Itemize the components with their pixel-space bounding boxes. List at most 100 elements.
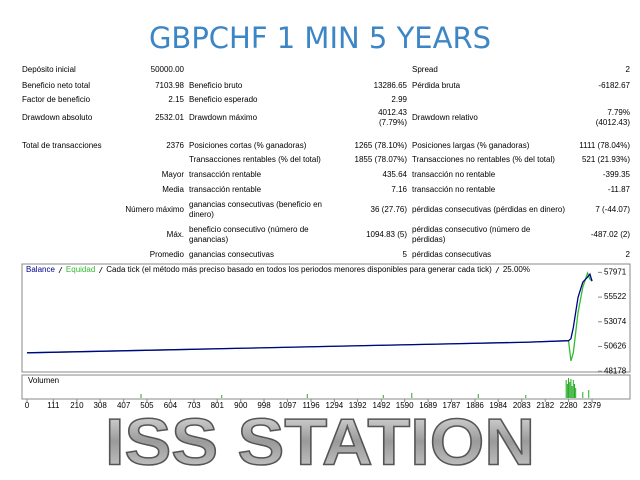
table-cell: 36 (27.76) — [371, 205, 408, 214]
table-cell: 1094.83 (5) — [366, 230, 407, 239]
table-cell: Beneficio neto total — [22, 81, 90, 90]
x-tick-label: 1492 — [372, 401, 390, 410]
x-tick-label: 1787 — [443, 401, 461, 410]
x-tick-label: 2280 — [560, 401, 578, 410]
table-cell: 2.99 — [391, 95, 407, 104]
table-cell: (7.79%) — [379, 118, 407, 127]
table-cell: 435.64 — [383, 170, 408, 179]
chart-frame — [21, 263, 631, 373]
x-tick-label: 900 — [234, 401, 248, 410]
volume-frame — [21, 374, 631, 400]
table-cell: -11.87 — [608, 185, 631, 194]
table-cell: Transacciones rentables (% del total) — [189, 155, 321, 164]
x-tick-label: 998 — [257, 401, 271, 410]
table-cell: 1265 (78.10%) — [355, 141, 408, 150]
x-tick-label: 801 — [211, 401, 225, 410]
table-cell: Media — [162, 185, 184, 194]
y-tick-label: 48178 — [604, 366, 627, 375]
x-tick-label: 0 — [25, 401, 30, 410]
x-tick-label: 703 — [187, 401, 201, 410]
table-cell: ganancias consecutivas — [189, 250, 274, 259]
table-cell: 1855 (78.07%) — [355, 155, 408, 164]
x-tick-label: 1984 — [489, 401, 507, 410]
x-tick-label: 2083 — [513, 401, 531, 410]
table-cell: Drawdown máximo — [189, 113, 258, 122]
table-cell: Transacciones no rentables (% del total) — [412, 155, 555, 164]
x-tick-label: 1196 — [302, 401, 320, 410]
separator — [495, 266, 500, 274]
table-cell: Spread — [412, 65, 438, 74]
table-cell: -487.02 (2) — [591, 230, 630, 239]
table-cell: 2 — [626, 65, 631, 74]
table-cell: 7 (-44.07) — [595, 205, 630, 214]
table-cell: dinero) — [189, 210, 214, 219]
table-cell: Total de transacciones — [22, 141, 102, 150]
table-cell: transacción rentable — [189, 185, 262, 194]
table-cell: 4012.43 — [378, 108, 407, 117]
table-cell: Beneficio bruto — [189, 81, 243, 90]
table-cell: 7103.98 — [155, 81, 184, 90]
table-cell: -399.35 — [603, 170, 631, 179]
table-cell: pérdidas consecutivas (pérdidas en diner… — [412, 205, 565, 214]
separator — [58, 266, 63, 274]
x-tick-label: 1689 — [419, 401, 437, 410]
y-tick-label: 50626 — [604, 342, 627, 351]
table-cell: 2.15 — [168, 95, 184, 104]
footer-logo: ISS STATION — [105, 404, 535, 478]
table-cell: 2376 — [166, 141, 184, 150]
separator — [98, 266, 103, 274]
table-cell: Factor de beneficio — [22, 95, 91, 104]
y-tick-label: 57971 — [604, 267, 627, 276]
table-cell: 2532.01 — [155, 113, 184, 122]
table-cell: 5 — [403, 250, 408, 259]
table-cell: transacción no rentable — [412, 170, 496, 179]
table-cell: 50000.00 — [151, 65, 185, 74]
table-cell: -6182.67 — [598, 81, 630, 90]
legend-note: Cada tick (el método más preciso basado … — [106, 265, 492, 274]
x-tick-label: 2379 — [583, 401, 601, 410]
table-cell: Pérdida bruta — [412, 81, 461, 90]
table-cell: Drawdown absoluto — [22, 113, 93, 122]
table-cell: Depósito inicial — [22, 65, 76, 74]
title: GBPCHF 1 MIN 5 YEARS — [149, 21, 491, 55]
x-tick-label: 210 — [70, 401, 84, 410]
x-tick-label: 1590 — [396, 401, 414, 410]
table-cell: transacción no rentable — [412, 185, 496, 194]
x-tick-label: 1392 — [349, 401, 367, 410]
table-cell: Número máximo — [125, 205, 184, 214]
series-line — [26, 272, 593, 354]
x-tick-label: 2182 — [536, 401, 554, 410]
table-cell: Promedio — [150, 250, 185, 259]
volume-label: Volumen — [28, 376, 59, 385]
table-cell: 13286.65 — [374, 81, 408, 90]
table-cell: (4012.43) — [596, 118, 631, 127]
y-tick-label: 55522 — [604, 292, 627, 301]
x-tick-label: 1886 — [466, 401, 484, 410]
table-cell: pérdidas consecutivo (número de — [412, 225, 531, 234]
table-cell: 7.16 — [391, 185, 407, 194]
legend-entry: Balance — [26, 265, 55, 274]
y-tick-label: 53074 — [604, 317, 627, 326]
table-cell: Posiciones largas (% ganadoras) — [412, 141, 530, 150]
table-cell: pérdidas) — [412, 235, 446, 244]
table-cell: 1111 (78.04%) — [579, 141, 630, 150]
x-tick-label: 308 — [93, 401, 107, 410]
x-tick-label: 604 — [164, 401, 178, 410]
table-cell: 2 — [626, 250, 631, 259]
table-cell: ganancias consecutivas (beneficio en — [189, 200, 322, 209]
table-cell: transacción rentable — [189, 170, 262, 179]
x-tick-label: 1097 — [279, 401, 297, 410]
x-tick-label: 407 — [117, 401, 131, 410]
table-cell: 7.79% — [607, 108, 630, 117]
x-tick-label: 505 — [140, 401, 154, 410]
legend-entry: Equidad — [66, 265, 95, 274]
table-cell: pérdidas consecutivas — [412, 250, 491, 259]
table-cell: Posiciones cortas (% ganadoras) — [189, 141, 307, 150]
table-cell: ganancias) — [189, 235, 228, 244]
legend-quality: 25.00% — [503, 265, 530, 274]
table-cell: 521 (21.93%) — [582, 155, 630, 164]
x-tick-label: 1294 — [325, 401, 343, 410]
table-cell: Máx. — [167, 230, 184, 239]
